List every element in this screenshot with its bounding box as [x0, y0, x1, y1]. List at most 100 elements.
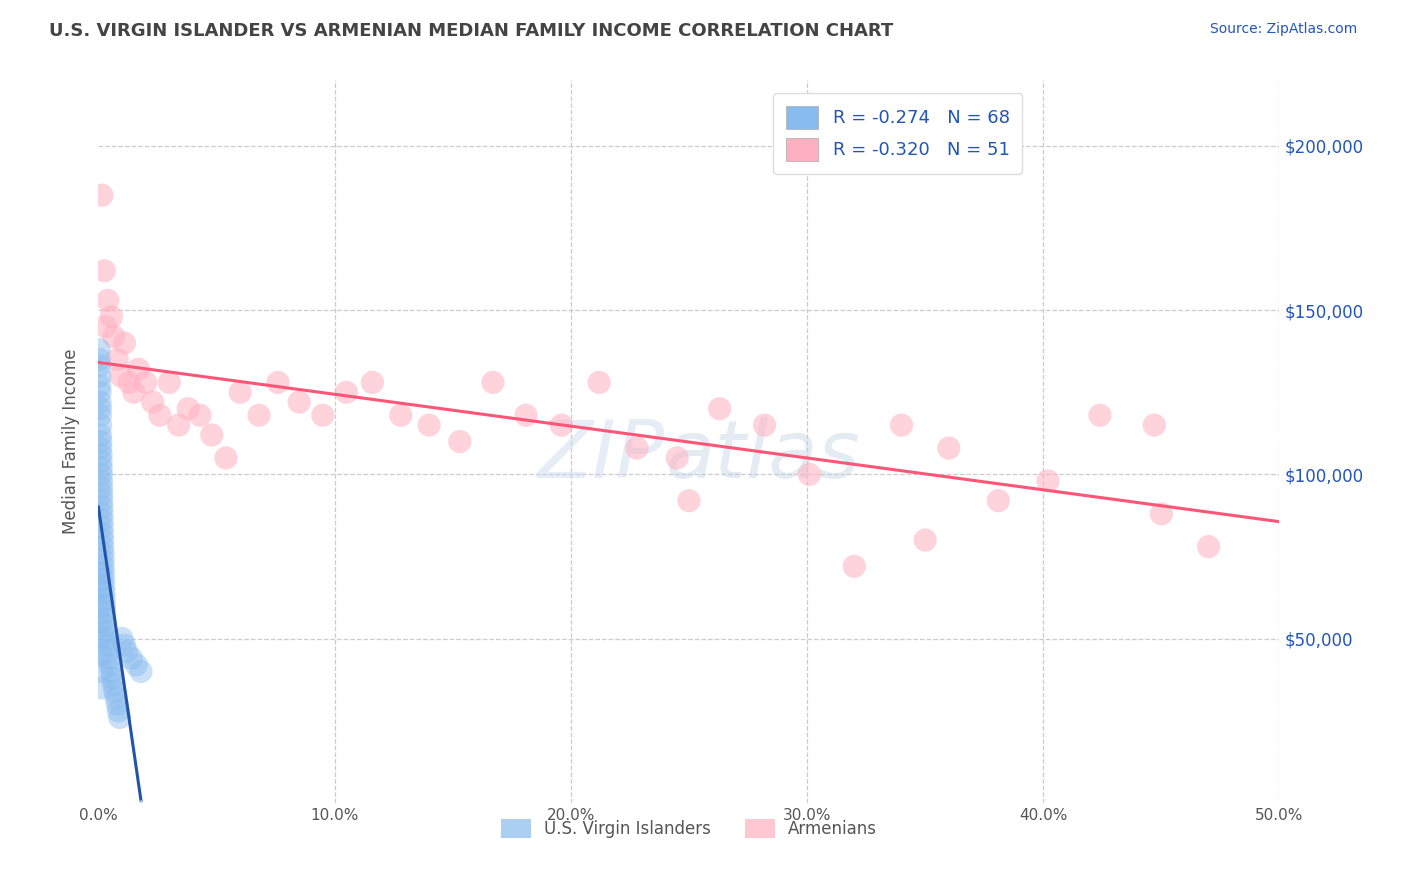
Point [111, 632, 134, 646]
Point [335, 385, 357, 400]
Point [482, 376, 505, 390]
Point [215, 450, 238, 465]
Y-axis label: Median Family Income: Median Family Income [62, 349, 80, 534]
Point [103, 677, 125, 691]
Point [1143, 418, 1166, 433]
Point [93, 264, 115, 278]
Point [754, 418, 776, 433]
Point [91, 540, 114, 554]
Point [93, 579, 115, 593]
Point [90, 487, 112, 501]
Point [135, 376, 157, 390]
Point [97, 645, 120, 659]
Point [90, 434, 112, 449]
Point [93, 566, 115, 580]
Text: ZIP: ZIP [538, 417, 665, 495]
Point [101, 671, 124, 685]
Point [515, 409, 537, 423]
Point [128, 362, 150, 376]
Legend: U.S. Virgin Islanders, Armenians: U.S. Virgin Islanders, Armenians [495, 813, 883, 845]
Point [93, 605, 115, 619]
Point [90, 428, 112, 442]
Point [97, 293, 120, 308]
Point [89, 582, 111, 597]
Point [157, 376, 180, 390]
Point [105, 352, 128, 367]
Point [89, 599, 111, 613]
Point [103, 329, 125, 343]
Point [118, 376, 141, 390]
Point [90, 648, 112, 662]
Point [142, 395, 165, 409]
Text: atlas: atlas [665, 417, 860, 495]
Point [91, 513, 114, 527]
Point [94, 319, 117, 334]
Point [110, 368, 132, 383]
Point [1036, 474, 1059, 488]
Point [1198, 540, 1220, 554]
Point [709, 401, 731, 416]
Point [188, 409, 211, 423]
Point [94, 618, 117, 632]
Point [90, 441, 112, 455]
Point [93, 592, 115, 607]
Text: Source: ZipAtlas.com: Source: ZipAtlas.com [1209, 22, 1357, 37]
Point [90, 418, 112, 433]
Point [89, 395, 111, 409]
Point [121, 651, 143, 665]
Point [91, 500, 114, 515]
Text: U.S. VIRGIN ISLANDER VS ARMENIAN MEDIAN FAMILY INCOME CORRELATION CHART: U.S. VIRGIN ISLANDER VS ARMENIAN MEDIAN … [49, 22, 893, 40]
Point [247, 409, 270, 423]
Point [129, 665, 152, 679]
Point [115, 645, 138, 659]
Point [312, 409, 335, 423]
Point [938, 441, 960, 455]
Point [107, 704, 129, 718]
Point [94, 625, 117, 640]
Point [201, 428, 224, 442]
Point [89, 352, 111, 367]
Point [267, 376, 290, 390]
Point [104, 684, 127, 698]
Point [588, 376, 610, 390]
Point [90, 493, 112, 508]
Point [93, 599, 115, 613]
Point [626, 441, 648, 455]
Point [89, 385, 111, 400]
Point [96, 638, 118, 652]
Point [122, 385, 145, 400]
Point [361, 376, 384, 390]
Point [91, 507, 114, 521]
Point [89, 409, 111, 423]
Point [91, 553, 114, 567]
Point [1150, 507, 1173, 521]
Point [844, 559, 866, 574]
Point [91, 559, 114, 574]
Point [90, 632, 112, 646]
Point [90, 665, 112, 679]
Point [93, 573, 115, 587]
Point [177, 401, 200, 416]
Point [100, 665, 122, 679]
Point [89, 378, 111, 392]
Point [229, 385, 252, 400]
Point [91, 520, 114, 534]
Point [418, 418, 440, 433]
Point [167, 418, 190, 433]
Point [149, 409, 172, 423]
Point [125, 657, 148, 672]
Point [90, 474, 112, 488]
Point [90, 481, 112, 495]
Point [89, 615, 111, 630]
Point [91, 681, 114, 695]
Point [89, 359, 111, 373]
Point [90, 467, 112, 482]
Point [91, 526, 114, 541]
Point [90, 454, 112, 468]
Point [288, 395, 311, 409]
Point [678, 493, 700, 508]
Point [90, 448, 112, 462]
Point [100, 310, 122, 324]
Point [105, 698, 128, 712]
Point [666, 450, 689, 465]
